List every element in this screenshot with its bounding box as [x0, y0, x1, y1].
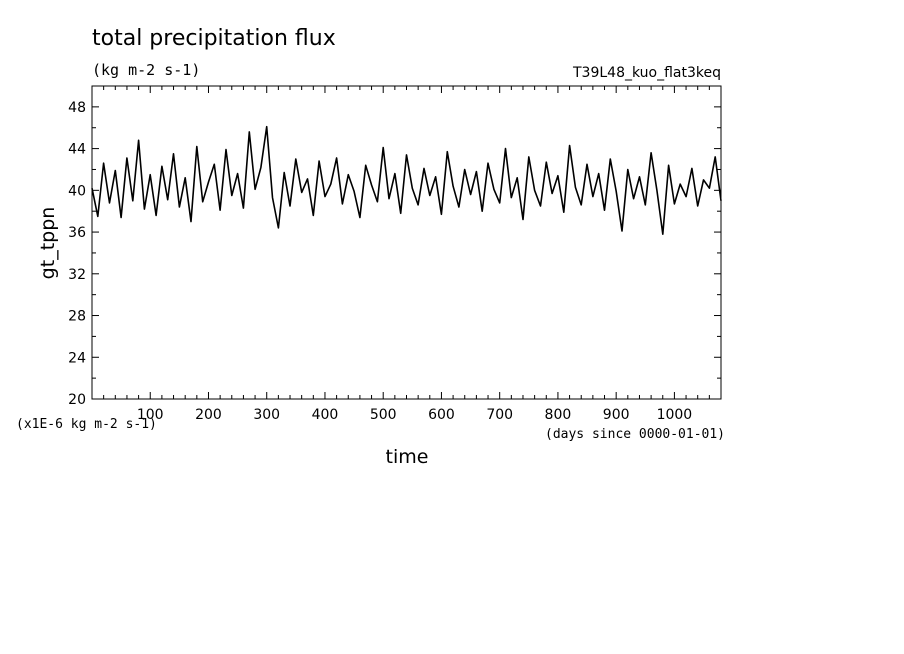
y-axis-unit: (x1E-6 kg m-2 s-1): [16, 417, 157, 432]
y-tick-label: 28: [68, 309, 86, 325]
plot-area: 20 24 28 32 36 40 44 48 100 200 300 400 500 600 700 80…: [68, 85, 722, 423]
x-tick-label: 700: [486, 407, 513, 423]
x-axis: 100 200 300 400 500 600 700 800 900 1000: [103, 86, 722, 423]
x-tick-label: 200: [195, 407, 222, 423]
y-axis: 20 24 28 32 36 40 44 48: [68, 85, 721, 408]
x-tick-label: 600: [428, 407, 455, 423]
y-tick-label: 36: [68, 225, 86, 241]
chart-subtitle: (kg m-2 s-1): [92, 61, 200, 79]
x-tick-label: 100: [137, 407, 164, 423]
y-tick-label: 20: [68, 392, 86, 408]
x-tick-label: 1000: [657, 407, 693, 423]
y-tick-label: 24: [68, 350, 86, 366]
y-tick-label: 32: [68, 267, 86, 283]
x-axis-label: time: [386, 446, 429, 468]
plot-frame: [91, 85, 722, 400]
experiment-label: T39L48_kuo_flat3keq: [572, 65, 721, 81]
y-axis-label: gt_tppn: [37, 207, 59, 280]
x-tick-label: 900: [603, 407, 630, 423]
x-tick-label: 800: [545, 407, 572, 423]
chart-title: total precipitation flux: [92, 26, 336, 51]
x-axis-unit: (days since 0000-01-01): [545, 427, 725, 442]
x-tick-label: 300: [253, 407, 280, 423]
y-tick-label: 48: [68, 100, 86, 116]
y-tick-label: 40: [68, 183, 86, 199]
series-line-gt-tppn: [91, 125, 722, 235]
x-tick-label: 400: [312, 407, 339, 423]
y-tick-label: 44: [68, 142, 86, 158]
x-tick-label: 500: [370, 407, 397, 423]
